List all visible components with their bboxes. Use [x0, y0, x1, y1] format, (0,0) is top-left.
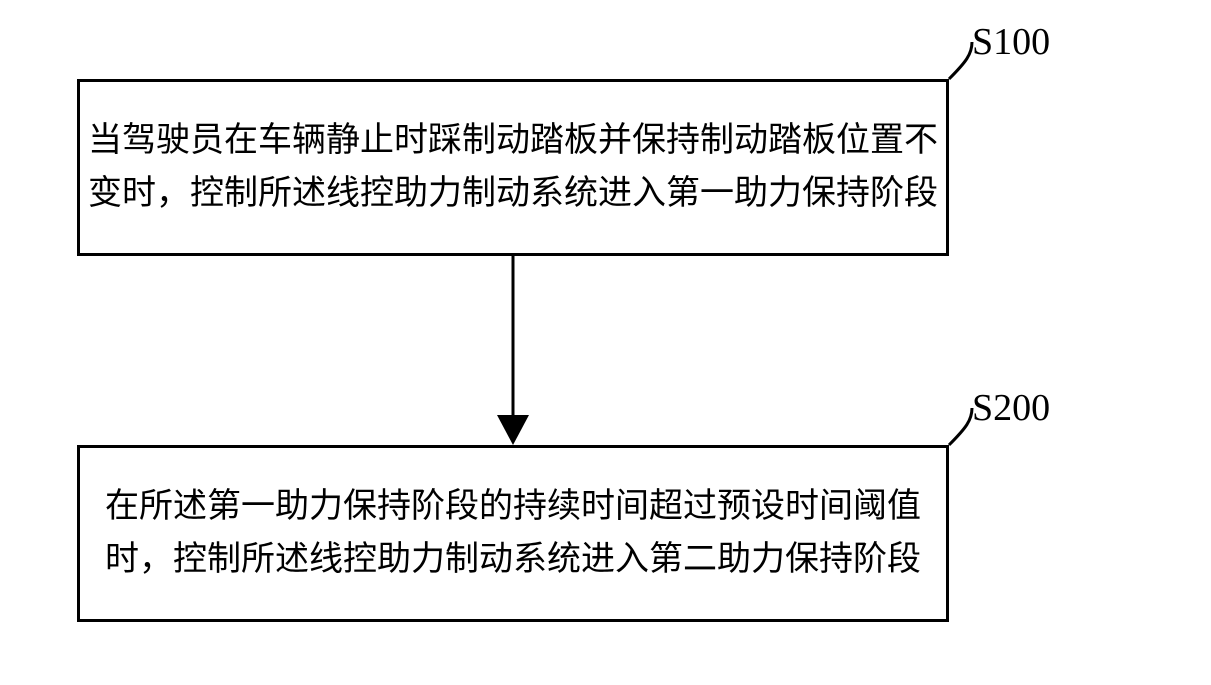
- edge-arrowhead: [497, 415, 529, 445]
- edge-s100-s200: [0, 0, 1211, 685]
- flowchart-canvas: 当驾驶员在车辆静止时踩制动踏板并保持制动踏板位置不变时，控制所述线控助力制动系统…: [0, 0, 1211, 685]
